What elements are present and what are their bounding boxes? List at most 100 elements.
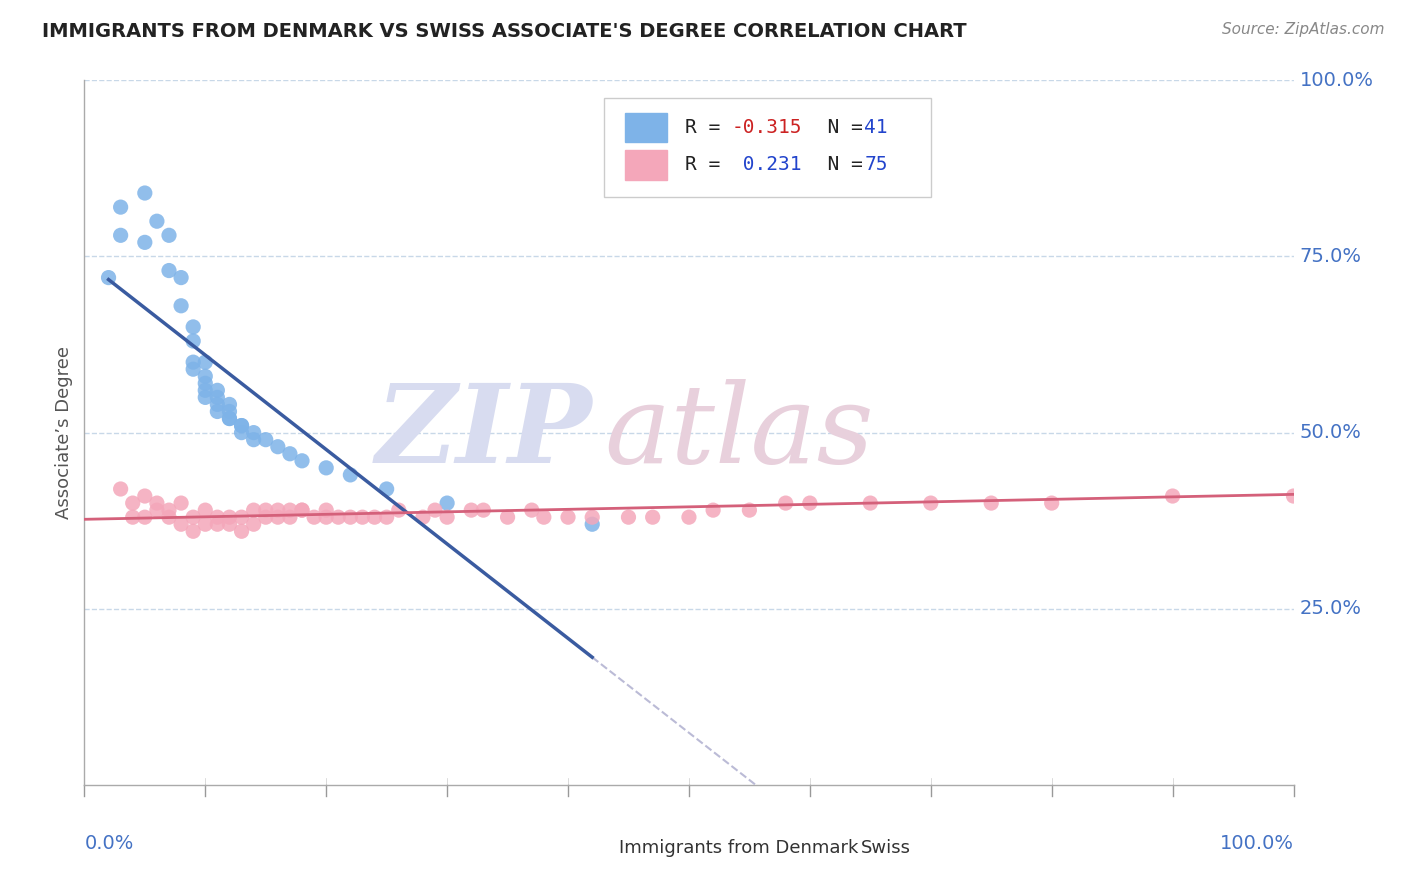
Text: Immigrants from Denmark: Immigrants from Denmark — [619, 839, 858, 857]
Point — [207, 404, 229, 418]
Point — [388, 503, 411, 517]
Point — [278, 447, 301, 461]
Point — [1403, 482, 1406, 496]
Point — [472, 503, 495, 517]
Point — [738, 503, 761, 517]
Point — [194, 376, 217, 391]
Point — [267, 440, 290, 454]
Text: ZIP: ZIP — [375, 379, 592, 486]
Point — [436, 496, 458, 510]
Point — [920, 496, 942, 510]
Point — [339, 467, 361, 482]
Point — [170, 270, 193, 285]
Point — [110, 228, 132, 243]
Point — [242, 425, 264, 440]
Point — [181, 334, 204, 348]
Text: Swiss: Swiss — [860, 839, 911, 857]
Point — [278, 503, 301, 517]
Point — [496, 510, 519, 524]
Point — [181, 510, 204, 524]
Point — [315, 503, 337, 517]
Point — [170, 517, 193, 532]
Point — [207, 510, 229, 524]
Point — [157, 510, 180, 524]
Text: atlas: atlas — [605, 379, 875, 486]
Point — [339, 510, 361, 524]
Point — [315, 510, 337, 524]
Point — [170, 496, 193, 510]
Point — [110, 482, 132, 496]
Point — [231, 425, 253, 440]
Point — [617, 510, 640, 524]
Point — [194, 503, 217, 517]
Point — [134, 235, 156, 250]
Point — [557, 510, 579, 524]
Point — [134, 510, 156, 524]
Point — [291, 503, 314, 517]
Point — [134, 186, 156, 200]
Point — [110, 200, 132, 214]
Point — [218, 411, 240, 425]
Text: R =: R = — [685, 155, 733, 174]
Text: 75.0%: 75.0% — [1299, 247, 1361, 266]
Point — [207, 517, 229, 532]
Point — [267, 510, 290, 524]
Point — [254, 433, 277, 447]
Point — [436, 510, 458, 524]
Point — [242, 517, 264, 532]
Bar — [586, 840, 613, 857]
Text: N =: N = — [804, 118, 875, 137]
Point — [254, 510, 277, 524]
Text: N =: N = — [804, 155, 875, 174]
Point — [775, 496, 797, 510]
Point — [375, 510, 398, 524]
Point — [218, 404, 240, 418]
Point — [146, 214, 169, 228]
Point — [267, 503, 290, 517]
Point — [1282, 489, 1305, 503]
Point — [146, 496, 169, 510]
Bar — [828, 840, 855, 857]
Point — [581, 517, 603, 532]
Point — [980, 496, 1002, 510]
Point — [363, 510, 385, 524]
Point — [859, 496, 882, 510]
FancyBboxPatch shape — [605, 98, 931, 196]
Point — [181, 362, 204, 376]
Bar — [624, 112, 668, 143]
Point — [231, 510, 253, 524]
Point — [328, 510, 350, 524]
Point — [194, 517, 217, 532]
Point — [315, 460, 337, 475]
Point — [291, 454, 314, 468]
Point — [181, 320, 204, 334]
Point — [121, 496, 143, 510]
Point — [218, 517, 240, 532]
Text: 100.0%: 100.0% — [1299, 70, 1374, 90]
Point — [134, 489, 156, 503]
Point — [157, 228, 180, 243]
Point — [218, 510, 240, 524]
Y-axis label: Associate’s Degree: Associate’s Degree — [55, 346, 73, 519]
Point — [207, 397, 229, 411]
Point — [375, 482, 398, 496]
Point — [412, 510, 434, 524]
Text: 50.0%: 50.0% — [1299, 423, 1361, 442]
Point — [157, 263, 180, 277]
Point — [352, 510, 374, 524]
Point — [157, 503, 180, 517]
Point — [1161, 489, 1184, 503]
Text: Source: ZipAtlas.com: Source: ZipAtlas.com — [1222, 22, 1385, 37]
Point — [218, 397, 240, 411]
Point — [231, 418, 253, 433]
Point — [242, 433, 264, 447]
Text: IMMIGRANTS FROM DENMARK VS SWISS ASSOCIATE'S DEGREE CORRELATION CHART: IMMIGRANTS FROM DENMARK VS SWISS ASSOCIA… — [42, 22, 967, 41]
Point — [181, 524, 204, 539]
Point — [207, 391, 229, 405]
Point — [207, 384, 229, 398]
Point — [170, 299, 193, 313]
Point — [231, 418, 253, 433]
Point — [194, 391, 217, 405]
Text: 0.0%: 0.0% — [84, 834, 134, 854]
Point — [218, 411, 240, 425]
